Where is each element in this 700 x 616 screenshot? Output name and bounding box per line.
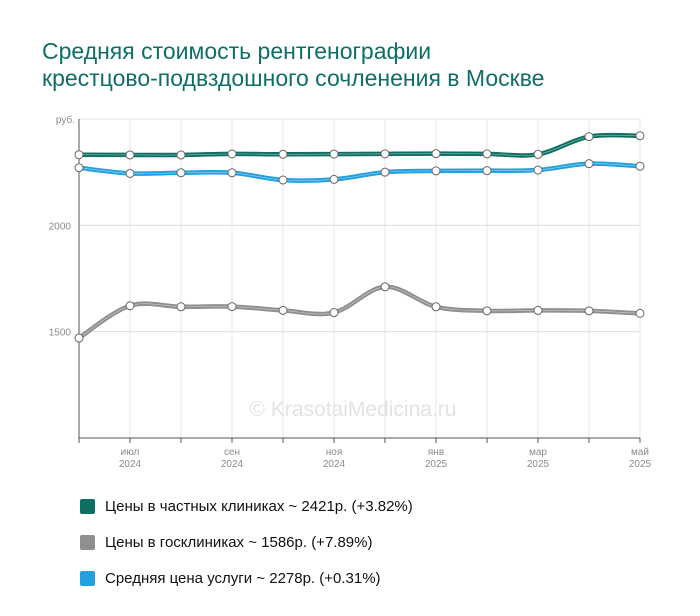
data-point xyxy=(125,150,135,160)
data-point xyxy=(380,149,390,159)
data-point xyxy=(431,302,441,312)
x-tick-label-month: май xyxy=(631,447,649,458)
data-point xyxy=(584,306,594,316)
data-point xyxy=(125,301,135,311)
chart-axes: 20001500руб.июл2024сен2024ноя2024янв2025… xyxy=(49,114,652,470)
series-line xyxy=(76,132,643,158)
chart-title-line-2: крестцово-подвздошного сочленения в Моск… xyxy=(42,65,545,91)
chart-series xyxy=(74,131,645,343)
data-point xyxy=(482,149,492,159)
legend-label-private: Цены в частных клиниках ~ 2421р. (+3.82%… xyxy=(105,497,413,515)
data-point xyxy=(635,161,645,171)
data-point xyxy=(176,302,186,312)
legend-item-average[interactable]: Средняя цена услуги ~ 2278р. (+0.31%) xyxy=(80,560,413,596)
x-tick-label-month: ноя xyxy=(326,447,343,458)
x-tick-label-year: 2025 xyxy=(425,459,448,470)
data-point xyxy=(329,149,339,159)
data-point xyxy=(278,175,288,185)
x-tick-label-month: июл xyxy=(121,447,140,458)
legend-swatch-average xyxy=(80,570,95,586)
x-tick-label-year: 2025 xyxy=(527,459,550,470)
data-point xyxy=(584,132,594,142)
chart-grid xyxy=(78,118,641,438)
series-line xyxy=(76,161,643,183)
y-axis-label: руб. xyxy=(56,114,75,126)
data-point xyxy=(278,305,288,315)
chart-title: Средняя стоимость рентгенографии крестцо… xyxy=(42,38,662,92)
x-tick-label-year: 2024 xyxy=(323,459,346,470)
legend-label-average: Средняя цена услуги ~ 2278р. (+0.31%) xyxy=(105,569,381,587)
legend-label-public: Цены в госклиниках ~ 1586р. (+7.89%) xyxy=(105,533,373,551)
watermark-text: © KrasotaiMedicina.ru xyxy=(250,398,457,421)
x-tick-label-year: 2024 xyxy=(119,459,142,470)
data-point xyxy=(380,167,390,177)
data-point xyxy=(431,166,441,176)
y-tick-label: 1500 xyxy=(49,328,72,339)
data-point xyxy=(125,168,135,178)
data-point xyxy=(74,150,84,160)
legend-swatch-private xyxy=(80,498,95,514)
data-point xyxy=(74,163,84,173)
data-point xyxy=(380,282,390,292)
chart-title-line-1: Средняя стоимость рентгенографии xyxy=(42,38,432,64)
x-tick-label-month: сен xyxy=(224,447,240,458)
x-tick-label-year: 2025 xyxy=(629,459,652,470)
data-point xyxy=(584,159,594,169)
data-point xyxy=(329,174,339,184)
data-point xyxy=(482,166,492,176)
data-point xyxy=(482,306,492,316)
legend-swatch-public xyxy=(80,534,95,550)
data-point xyxy=(74,333,84,343)
data-point xyxy=(431,149,441,159)
data-point xyxy=(329,308,339,318)
data-point xyxy=(533,149,543,159)
series-line xyxy=(76,284,643,341)
y-tick-label: 2000 xyxy=(49,221,72,232)
x-tick-label-month: мар xyxy=(529,447,547,458)
data-point xyxy=(176,168,186,178)
chart-legend: Цены в частных клиниках ~ 2421р. (+3.82%… xyxy=(80,488,413,596)
data-point xyxy=(533,305,543,315)
legend-item-public[interactable]: Цены в госклиниках ~ 1586р. (+7.89%) xyxy=(80,524,413,560)
x-tick-label-year: 2024 xyxy=(221,459,244,470)
legend-item-private[interactable]: Цены в частных клиниках ~ 2421р. (+3.82%… xyxy=(80,488,413,524)
data-point xyxy=(227,168,237,178)
x-tick-label-month: янв xyxy=(428,447,444,458)
data-point xyxy=(227,149,237,159)
data-point xyxy=(635,308,645,318)
data-point xyxy=(278,149,288,159)
data-point xyxy=(227,302,237,312)
data-point xyxy=(635,131,645,141)
data-point xyxy=(176,150,186,160)
data-point xyxy=(533,165,543,175)
